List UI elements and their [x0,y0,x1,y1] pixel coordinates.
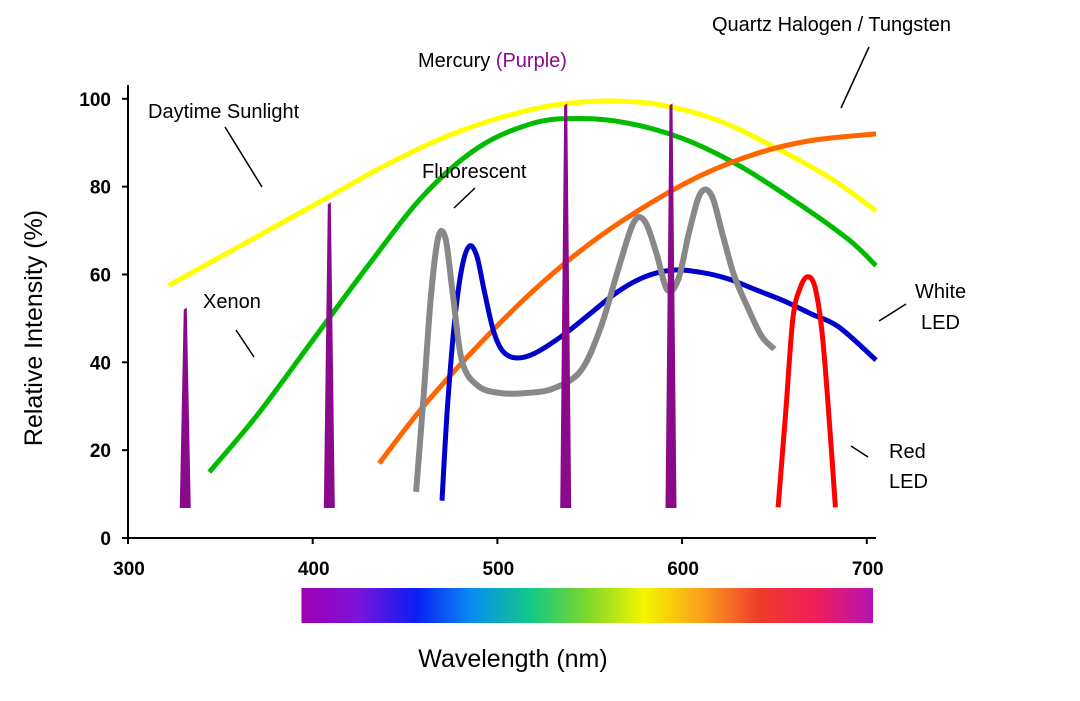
series-halogen-line [377,131,877,465]
mercury-line-1 [179,307,191,508]
y-axis-title: Relative Intensity (%) [20,210,48,446]
label-mercury-color: (Purple) [496,50,567,72]
mercury-line-4 [665,103,677,508]
series-red-led-line [775,274,838,508]
label-red-led-line1: Red [889,441,926,463]
series-white-led-line [439,243,878,501]
x-tick-label: 600 [667,559,699,580]
x-tick-label: 300 [113,559,145,580]
leader-fluorescent [453,187,476,209]
label-red-led-line2: LED [889,471,928,493]
series-fluorescent-line [413,186,777,493]
label-mercury-name: Mercury [418,50,496,72]
label-white-led-line1: White [915,281,966,303]
label-xenon: Xenon [203,291,261,313]
y-tick-label: 0 [100,529,111,550]
label-fluorescent: Fluorescent [422,161,527,183]
series-group [167,98,878,508]
label-mercury: Mercury (Purple) [418,50,567,72]
y-tick-label: 40 [90,353,111,374]
mercury-line-3 [560,103,572,508]
leader-white-led [878,303,907,322]
x-axis-title: Wavelength (nm) [418,645,607,673]
label-white-led-line2: LED [921,312,960,334]
leader-red-led [850,445,869,458]
y-tick-label: 60 [90,265,111,286]
x-tick-label: 700 [852,559,884,580]
x-tick-label: 500 [483,559,515,580]
leader-daytime-sunlight [224,126,263,188]
y-tick-label: 80 [90,178,111,199]
spectrum-bar [301,588,873,623]
axes-group: 0 20 40 60 80 100 300 400 500 600 700 [79,85,884,580]
label-daytime-sunlight: Daytime Sunlight [148,101,300,123]
series-xenon-line [207,115,878,474]
series-sunlight-line [167,98,878,288]
leader-quartz-halogen [840,46,870,109]
x-tick-label: 400 [298,559,330,580]
mercury-line-2 [323,202,335,508]
y-tick-label: 100 [79,90,111,111]
label-quartz-halogen: Quartz Halogen / Tungsten [712,14,951,36]
leader-xenon [235,329,255,358]
y-tick-label: 20 [90,441,111,462]
annotations-group: Daytime Sunlight Xenon Fluorescent Quartz H… [148,14,966,493]
